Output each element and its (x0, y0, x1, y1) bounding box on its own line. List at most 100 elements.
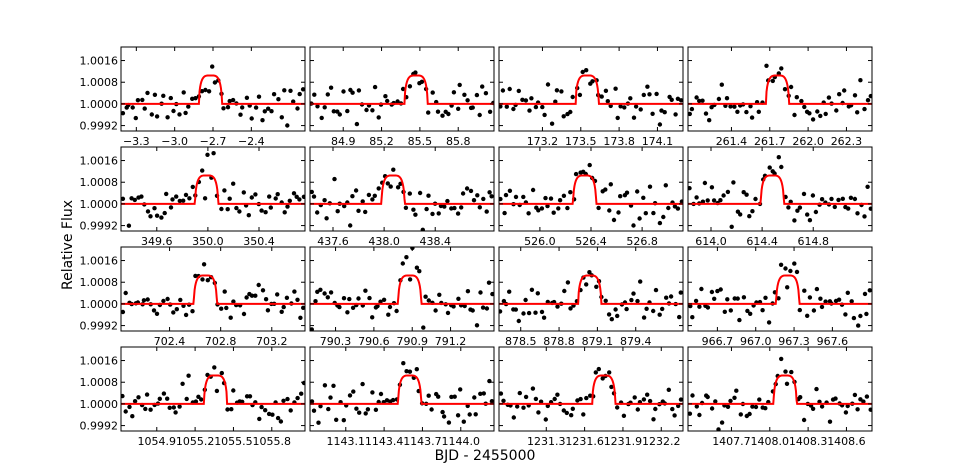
x-tick-label: 438.0 (368, 235, 400, 248)
data-point (356, 296, 361, 301)
data-point (161, 298, 166, 304)
data-point (548, 196, 554, 201)
data-point (672, 413, 677, 418)
data-point (367, 295, 372, 301)
panel-frame (687, 46, 873, 132)
data-point (161, 93, 166, 99)
data-point (819, 404, 825, 409)
data-point (798, 395, 803, 400)
panel-frame (309, 246, 495, 332)
data-point (709, 406, 715, 411)
data-point (647, 92, 652, 97)
data-point (311, 408, 317, 413)
plot-area (688, 155, 872, 229)
data-point (266, 411, 272, 417)
data-point (818, 296, 823, 301)
data-point (262, 109, 267, 114)
data-point (237, 209, 242, 214)
data-point (297, 91, 302, 97)
data-point (675, 206, 681, 211)
data-point (357, 410, 362, 415)
data-point (712, 296, 717, 301)
data-point (298, 315, 303, 320)
data-point (324, 216, 329, 221)
data-point (136, 395, 141, 400)
data-point (464, 186, 470, 191)
data-point (779, 164, 784, 170)
data-point (460, 191, 466, 196)
data-point (360, 199, 365, 204)
data-point (559, 89, 564, 94)
data-point (611, 217, 617, 223)
data-point (473, 412, 478, 417)
data-point (489, 399, 494, 404)
data-point (456, 106, 461, 112)
data-point (802, 288, 807, 293)
data-point (222, 188, 227, 193)
data-point (858, 313, 863, 319)
data-point (440, 409, 445, 415)
data-point (315, 104, 320, 109)
data-point (121, 393, 125, 399)
data-point (593, 370, 598, 375)
data-point (225, 407, 230, 412)
data-point (570, 406, 575, 411)
data-point (705, 394, 710, 400)
data-point (326, 406, 331, 412)
data-point (635, 189, 640, 194)
data-point (228, 315, 233, 320)
data-point (238, 112, 243, 117)
transit-model-line (499, 274, 683, 305)
data-point (815, 109, 820, 114)
data-point (678, 290, 683, 295)
data-point (647, 398, 653, 404)
data-point (200, 277, 205, 282)
data-point (738, 412, 743, 417)
data-point (257, 416, 262, 422)
data-point (142, 106, 147, 111)
data-point (732, 395, 737, 400)
data-point (836, 297, 842, 302)
data-point (253, 192, 258, 197)
data-point (332, 176, 337, 182)
data-point (778, 262, 784, 267)
data-point (121, 309, 126, 315)
data-point (400, 86, 406, 92)
data-point (624, 190, 630, 195)
data-point (467, 412, 472, 417)
data-point (159, 215, 164, 220)
panel-frame (498, 246, 684, 332)
data-point (807, 295, 813, 300)
data-point (641, 315, 647, 320)
data-point (603, 88, 609, 94)
data-point (515, 404, 520, 409)
data-point (543, 417, 548, 422)
data-point (395, 185, 401, 190)
data-point (735, 296, 740, 301)
data-point (651, 210, 656, 216)
x-tick-label: 966.7 (702, 335, 734, 348)
data-point (810, 193, 816, 198)
data-point (212, 365, 217, 370)
light-curve-panel: 437.6 438.0 438.4 (309, 146, 495, 248)
data-point (174, 194, 179, 199)
data-point (584, 395, 589, 401)
plot-area (688, 63, 872, 123)
data-point (348, 223, 353, 228)
data-point (177, 198, 182, 204)
data-point (231, 388, 236, 393)
data-point (807, 218, 813, 223)
data-point (502, 210, 507, 216)
data-point (354, 406, 359, 411)
data-point (341, 89, 346, 94)
data-point (802, 104, 807, 110)
data-point (472, 395, 477, 400)
data-point (644, 306, 649, 311)
y-tick-label: 1.0000 (80, 98, 119, 111)
data-point (631, 223, 636, 228)
data-point (557, 198, 563, 203)
data-point (657, 220, 663, 226)
data-point (316, 420, 321, 425)
data-point (375, 303, 380, 309)
data-point (149, 112, 154, 117)
